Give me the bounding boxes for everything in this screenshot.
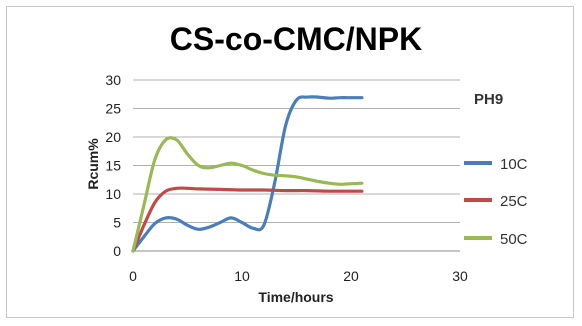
y-tick-label: 15 [105,158,121,174]
x-tick-labels: 0 10 20 30 [129,268,468,284]
x-tick-label: 20 [343,268,359,284]
x-tick-label: 10 [234,268,250,284]
x-tick-label: 0 [129,268,137,284]
gridlines [133,79,460,252]
legend: 10C 25C 50C [464,156,528,248]
series-line-50C [131,136,364,253]
y-tick-labels: 0 5 10 15 20 25 30 [105,72,121,259]
series-line-25C [131,186,364,253]
y-tick-label: 25 [105,101,121,117]
y-tick-label: 20 [105,129,121,145]
y-axis-label: Rcum% [85,138,101,190]
legend-label: 10C [500,156,528,173]
legend-label: 25C [500,193,528,210]
y-tick-label: 5 [113,215,121,231]
y-tick-label: 10 [105,186,121,202]
series-lines [131,95,364,253]
y-tick-label: 0 [113,243,121,259]
x-tick-label: 30 [452,268,468,284]
y-tick-label: 30 [105,72,121,88]
x-axis-label: Time/hours [258,289,333,305]
series-line-10C [131,95,364,253]
legend-label: 50C [500,231,528,248]
ph-annotation: PH9 [474,91,503,108]
chart-title: CS-co-CMC/NPK [170,21,422,57]
